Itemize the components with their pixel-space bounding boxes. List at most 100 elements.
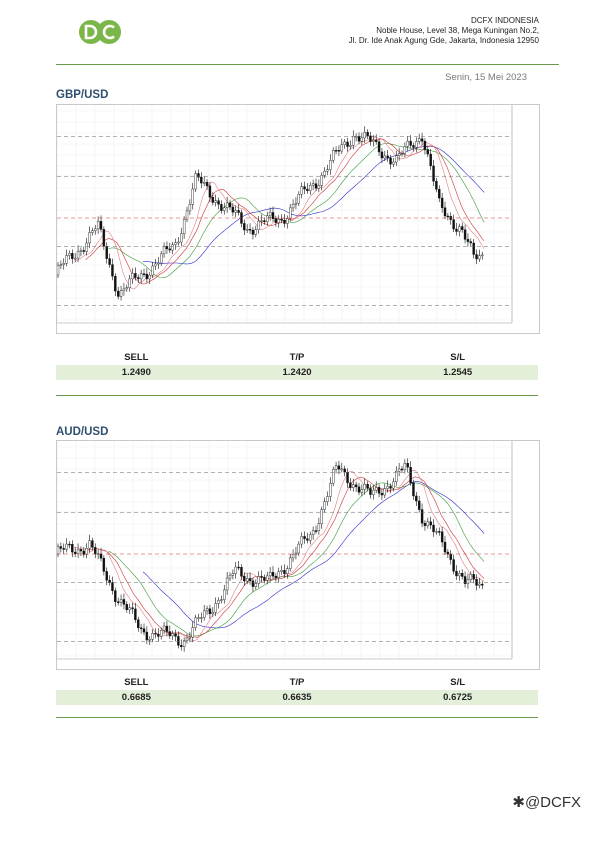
candlestick-body [234, 566, 237, 574]
candlestick-body [237, 210, 240, 213]
candlestick-body [403, 463, 407, 470]
candlestick-body [369, 488, 372, 495]
candlestick-body [57, 546, 60, 555]
moving-average-line [73, 136, 485, 290]
candlestick-body [334, 465, 338, 470]
candlestick-body [343, 141, 346, 145]
candlestick-body [96, 221, 100, 230]
candlestick-body [137, 277, 140, 280]
candlestick-body [317, 523, 321, 532]
candlestick-body [372, 489, 375, 495]
candlestick-body [220, 204, 223, 211]
candlestick-body [99, 221, 103, 230]
candlestick-body [57, 264, 60, 276]
header-divider [56, 64, 559, 65]
candlestick-body [389, 486, 392, 489]
candlestick-body [137, 619, 140, 629]
candlestick-body [383, 488, 386, 496]
candlestick-body [397, 153, 401, 156]
candlestick-body [458, 573, 461, 577]
candlestick-body [280, 218, 283, 221]
candlestick-body [194, 173, 197, 190]
candlestick-body [352, 484, 355, 488]
candlestick-body [139, 273, 143, 280]
candlestick-body [452, 559, 455, 572]
candlestick-body [177, 636, 180, 646]
audusd-signal-table: SELL T/P S/L 0.6685 0.6635 0.6725 [56, 675, 538, 705]
candlestick-body [386, 486, 389, 489]
moving-average-line [108, 482, 485, 637]
candlestick-body [88, 232, 91, 244]
candlestick-body [274, 218, 278, 223]
candlestick-body [466, 579, 470, 584]
tp-value: 1.2420 [282, 367, 312, 378]
candlestick-body [443, 207, 447, 217]
candlestick-body [185, 637, 189, 641]
candlestick-body [223, 207, 226, 211]
candlestick-body [131, 607, 134, 610]
candlestick-body [400, 153, 404, 155]
candlestick-body [357, 486, 361, 493]
candlestick-body [65, 255, 68, 264]
candlestick-body [65, 543, 68, 550]
candlestick-body [214, 603, 217, 613]
candlestick-body [188, 636, 192, 639]
candlestick-body [432, 165, 435, 182]
section-divider [56, 395, 538, 396]
candlestick-body [332, 469, 335, 484]
candlestick-body [91, 230, 94, 233]
candlestick-body [85, 242, 88, 252]
candlestick-body [346, 141, 349, 147]
candlestick-body [303, 186, 306, 190]
candlestick-body [62, 263, 65, 265]
candlestick-body [200, 177, 203, 184]
candlestick-body [62, 548, 65, 550]
candlestick-body [340, 144, 343, 152]
candlestick-body [478, 583, 481, 586]
candlestick-body [194, 617, 197, 628]
candlestick-body [438, 531, 441, 533]
candlestick-body [142, 628, 146, 633]
signal-table-values: 1.2490 1.2420 1.2545 [56, 365, 538, 380]
candlestick-body [231, 206, 235, 213]
candlestick-body [343, 468, 346, 473]
candlestick-body [386, 155, 389, 159]
candlestick-body [466, 239, 470, 242]
candlestick-body [294, 552, 298, 555]
tp-header: T/P [289, 352, 305, 363]
candlestick-body [346, 471, 349, 484]
candlestick-body [122, 599, 126, 605]
candlestick-body [323, 170, 326, 176]
candlestick-body [360, 489, 364, 493]
candlestick-body [461, 226, 464, 230]
candlestick-body [360, 137, 364, 142]
candlestick-body [180, 233, 183, 243]
candlestick-body [94, 228, 97, 231]
candlestick-body [257, 576, 260, 584]
candlestick-body [74, 257, 77, 260]
candlestick-body [263, 220, 266, 222]
candlestick-body [82, 250, 85, 252]
candlestick-body [354, 484, 358, 488]
candlestick-body [357, 136, 361, 142]
candlestick-body [59, 546, 63, 549]
candlestick-body [128, 278, 131, 288]
candlestick-body [363, 484, 366, 490]
candlestick-body [205, 608, 209, 612]
candlestick-body [117, 601, 120, 603]
candlestick-body [455, 228, 458, 232]
candlestick-body [182, 640, 186, 647]
candlestick-body [134, 273, 137, 278]
candlestick-body [76, 251, 80, 259]
company-name: DCFX INDONESIA [470, 16, 539, 25]
candlestick-body [225, 202, 229, 209]
candlestick-body [159, 253, 163, 264]
candlestick-body [162, 246, 166, 255]
candlestick-body [85, 548, 88, 555]
candlestick-body [291, 204, 295, 209]
candlestick-body [220, 599, 223, 601]
moving-average-line [85, 476, 485, 638]
candlestick-body [363, 132, 366, 139]
candlestick-body [154, 633, 157, 635]
candlestick-body [122, 288, 126, 291]
